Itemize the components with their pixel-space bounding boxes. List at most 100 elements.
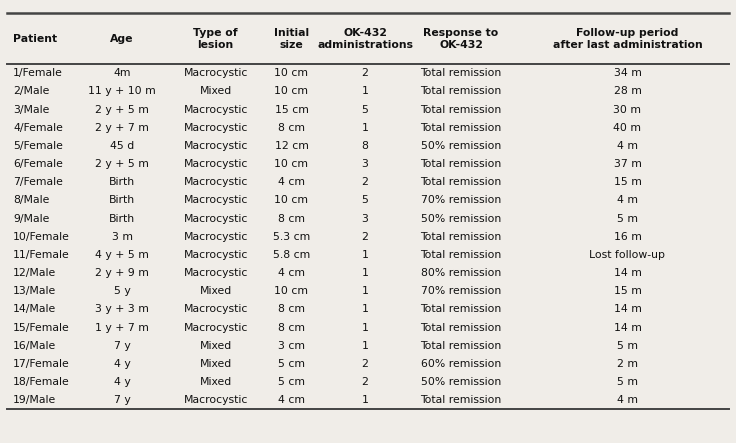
Text: 16/Male: 16/Male [13, 341, 57, 351]
Text: 12 cm: 12 cm [275, 141, 308, 151]
Text: 18/Female: 18/Female [13, 377, 70, 387]
Text: 8 cm: 8 cm [278, 304, 305, 315]
Text: 4 cm: 4 cm [278, 177, 305, 187]
Text: 15 m: 15 m [614, 177, 641, 187]
Text: Patient: Patient [13, 34, 57, 44]
Text: 5: 5 [361, 195, 369, 206]
Text: Mixed: Mixed [199, 86, 232, 97]
Text: 1: 1 [361, 268, 369, 278]
Text: Macrocystic: Macrocystic [183, 304, 248, 315]
Text: 15 cm: 15 cm [275, 105, 308, 115]
Text: 14/Male: 14/Male [13, 304, 57, 315]
Text: 2 y + 7 m: 2 y + 7 m [95, 123, 149, 133]
Text: 2 m: 2 m [617, 359, 638, 369]
Text: 8/Male: 8/Male [13, 195, 49, 206]
Text: Total remission: Total remission [420, 68, 502, 78]
Text: 34 m: 34 m [614, 68, 641, 78]
Text: Lost follow-up: Lost follow-up [590, 250, 665, 260]
Text: 1: 1 [361, 86, 369, 97]
Text: 1: 1 [361, 123, 369, 133]
Text: 10 cm: 10 cm [275, 195, 308, 206]
Text: Total remission: Total remission [420, 323, 502, 333]
Text: Mixed: Mixed [199, 341, 232, 351]
Text: 5 m: 5 m [617, 341, 638, 351]
Text: 7 y: 7 y [114, 395, 130, 405]
Text: 4 y: 4 y [114, 359, 130, 369]
Text: Macrocystic: Macrocystic [183, 232, 248, 242]
Text: 16 m: 16 m [614, 232, 641, 242]
Text: Macrocystic: Macrocystic [183, 323, 248, 333]
Text: 15/Female: 15/Female [13, 323, 70, 333]
Text: Follow-up period
after last administration: Follow-up period after last administrati… [553, 28, 702, 50]
Text: 5 m: 5 m [617, 377, 638, 387]
Text: Macrocystic: Macrocystic [183, 105, 248, 115]
Text: 10 cm: 10 cm [275, 86, 308, 97]
Text: Total remission: Total remission [420, 105, 502, 115]
Text: 5.8 cm: 5.8 cm [273, 250, 310, 260]
Text: 1/Female: 1/Female [13, 68, 63, 78]
Text: Mixed: Mixed [199, 359, 232, 369]
Text: 17/Female: 17/Female [13, 359, 70, 369]
Text: Macrocystic: Macrocystic [183, 250, 248, 260]
Text: 14 m: 14 m [614, 304, 641, 315]
Text: 10 cm: 10 cm [275, 159, 308, 169]
Text: Macrocystic: Macrocystic [183, 123, 248, 133]
Text: Type of
lesion: Type of lesion [194, 28, 238, 50]
Text: 2: 2 [361, 359, 369, 369]
Text: 5/Female: 5/Female [13, 141, 63, 151]
Text: Total remission: Total remission [420, 159, 502, 169]
Text: 5 cm: 5 cm [278, 359, 305, 369]
Text: Birth: Birth [109, 195, 135, 206]
Text: Initial
size: Initial size [274, 28, 309, 50]
Text: 19/Male: 19/Male [13, 395, 57, 405]
Text: 50% remission: 50% remission [421, 377, 501, 387]
Text: 70% remission: 70% remission [421, 286, 501, 296]
Text: 50% remission: 50% remission [421, 214, 501, 224]
Text: Mixed: Mixed [199, 377, 232, 387]
Text: 2/Male: 2/Male [13, 86, 49, 97]
Text: 2: 2 [361, 68, 369, 78]
Text: 10 cm: 10 cm [275, 68, 308, 78]
Text: 7/Female: 7/Female [13, 177, 63, 187]
Text: 1: 1 [361, 395, 369, 405]
Text: 1: 1 [361, 250, 369, 260]
Text: 1: 1 [361, 286, 369, 296]
Text: 2: 2 [361, 377, 369, 387]
Text: 14 m: 14 m [614, 268, 641, 278]
Text: Total remission: Total remission [420, 177, 502, 187]
Text: 4 cm: 4 cm [278, 395, 305, 405]
Text: Birth: Birth [109, 177, 135, 187]
Text: 4 y + 5 m: 4 y + 5 m [95, 250, 149, 260]
Text: Total remission: Total remission [420, 395, 502, 405]
Text: 3 y + 3 m: 3 y + 3 m [95, 304, 149, 315]
Text: 45 d: 45 d [110, 141, 134, 151]
Text: 14 m: 14 m [614, 323, 641, 333]
Text: 4/Female: 4/Female [13, 123, 63, 133]
Text: 8: 8 [361, 141, 369, 151]
Text: 10 cm: 10 cm [275, 286, 308, 296]
Text: 5 y: 5 y [114, 286, 130, 296]
Text: Macrocystic: Macrocystic [183, 268, 248, 278]
Text: 1: 1 [361, 323, 369, 333]
Text: 60% remission: 60% remission [421, 359, 501, 369]
Text: Total remission: Total remission [420, 123, 502, 133]
Text: 2 y + 5 m: 2 y + 5 m [95, 159, 149, 169]
Text: 11 y + 10 m: 11 y + 10 m [88, 86, 156, 97]
Text: 4 y: 4 y [114, 377, 130, 387]
Text: 10/Female: 10/Female [13, 232, 70, 242]
Text: 40 m: 40 m [613, 123, 642, 133]
Text: 3: 3 [361, 214, 369, 224]
Text: 4 cm: 4 cm [278, 268, 305, 278]
Text: Macrocystic: Macrocystic [183, 177, 248, 187]
Text: 5.3 cm: 5.3 cm [273, 232, 310, 242]
Text: 5: 5 [361, 105, 369, 115]
Text: Macrocystic: Macrocystic [183, 395, 248, 405]
Text: 1: 1 [361, 304, 369, 315]
Text: 4 m: 4 m [617, 195, 638, 206]
Text: Total remission: Total remission [420, 341, 502, 351]
Text: Total remission: Total remission [420, 86, 502, 97]
Text: Macrocystic: Macrocystic [183, 195, 248, 206]
Text: 3/Male: 3/Male [13, 105, 49, 115]
Text: Macrocystic: Macrocystic [183, 68, 248, 78]
Text: Macrocystic: Macrocystic [183, 159, 248, 169]
